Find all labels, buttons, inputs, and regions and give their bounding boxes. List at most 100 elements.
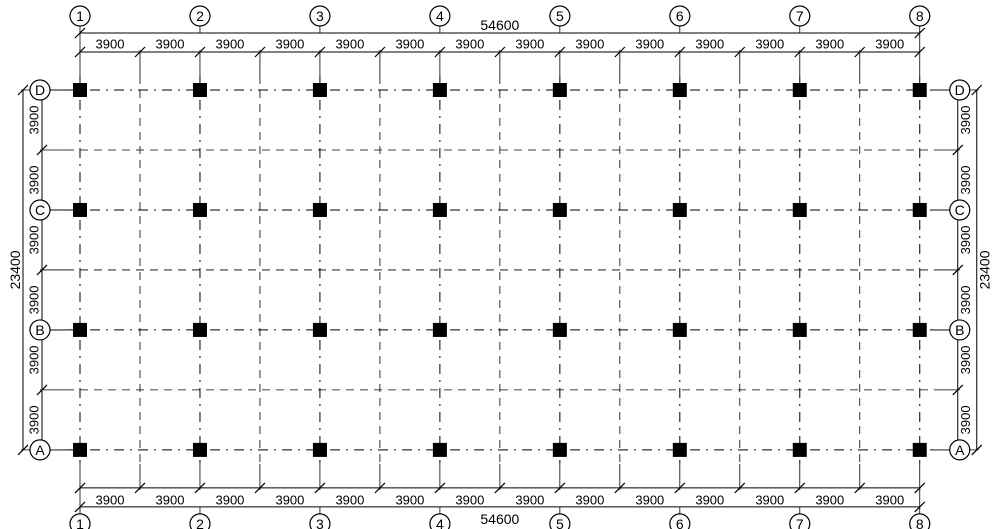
dim-value: 3900 (695, 37, 724, 52)
column (673, 323, 687, 337)
dim-value: 3900 (395, 37, 424, 52)
dim-value: 3900 (958, 285, 973, 314)
grid-label: C (955, 202, 965, 218)
dim-value: 3900 (755, 37, 784, 52)
dim-value: 3900 (395, 492, 424, 507)
column (433, 203, 447, 217)
grid-label: 7 (796, 516, 804, 529)
dim-value: 3900 (755, 492, 784, 507)
column (553, 83, 567, 97)
dim-value: 3900 (27, 106, 42, 135)
grid-label: B (955, 322, 964, 338)
dim-value: 3900 (335, 492, 364, 507)
column (73, 83, 87, 97)
dim-value: 3900 (156, 37, 185, 52)
column (73, 203, 87, 217)
column (193, 323, 207, 337)
grid-label: 7 (796, 8, 804, 24)
column (793, 83, 807, 97)
dim-value: 3900 (958, 225, 973, 254)
column (673, 203, 687, 217)
column (433, 323, 447, 337)
dim-value: 3900 (27, 405, 42, 434)
dim-total: 54600 (480, 511, 519, 527)
column (793, 443, 807, 457)
grid-label: 2 (196, 8, 204, 24)
grid-label: 8 (916, 8, 924, 24)
grid-label: 8 (916, 516, 924, 529)
dim-value: 3900 (275, 492, 304, 507)
dim-value: 3900 (815, 492, 844, 507)
column (193, 443, 207, 457)
dim-total: 54600 (480, 17, 519, 33)
dim-value: 3900 (958, 405, 973, 434)
column (193, 203, 207, 217)
grid-label: B (35, 322, 44, 338)
column (313, 83, 327, 97)
grid-label: 5 (556, 516, 564, 529)
grid-label: 6 (676, 8, 684, 24)
dim-value: 3900 (958, 106, 973, 135)
grid-label: A (35, 442, 45, 458)
dim-value: 3900 (635, 37, 664, 52)
dim-value: 3900 (455, 492, 484, 507)
grid-label: 5 (556, 8, 564, 24)
column (553, 443, 567, 457)
column (793, 203, 807, 217)
grid-label: 1 (76, 8, 84, 24)
dim-value: 3900 (958, 345, 973, 374)
column (553, 203, 567, 217)
grid-label: 2 (196, 516, 204, 529)
column (913, 323, 927, 337)
dim-value: 3900 (335, 37, 364, 52)
dim-value: 3900 (695, 492, 724, 507)
column (793, 323, 807, 337)
dim-value: 3900 (875, 492, 904, 507)
dim-value: 3900 (635, 492, 664, 507)
dim-value: 3900 (27, 225, 42, 254)
dim-total: 23400 (7, 250, 23, 289)
dim-value: 3900 (96, 492, 125, 507)
column (913, 443, 927, 457)
dim-value: 3900 (515, 492, 544, 507)
dim-value: 3900 (515, 37, 544, 52)
dim-value: 3900 (575, 37, 604, 52)
grid-label: 4 (436, 8, 444, 24)
dim-value: 3900 (96, 37, 125, 52)
grid-label: 3 (316, 8, 324, 24)
dim-value: 3900 (958, 166, 973, 195)
dim-value: 3900 (215, 37, 244, 52)
dim-total: 23400 (977, 250, 993, 289)
column (673, 83, 687, 97)
grid-label: C (35, 202, 45, 218)
column (73, 323, 87, 337)
column (313, 203, 327, 217)
grid-label: 6 (676, 516, 684, 529)
dim-value: 3900 (455, 37, 484, 52)
structural-grid-plan: 3900 3900 3900 3900 3900 3900 3900 3900 3900 3900… (0, 0, 1000, 529)
column (313, 443, 327, 457)
column (673, 443, 687, 457)
column (313, 323, 327, 337)
grid-label: 4 (436, 516, 444, 529)
grid-label: D (35, 82, 45, 98)
column (193, 83, 207, 97)
dim-value: 3900 (27, 345, 42, 374)
dim-value: 3900 (575, 492, 604, 507)
column (913, 83, 927, 97)
column (553, 323, 567, 337)
column (433, 443, 447, 457)
dim-value: 3900 (275, 37, 304, 52)
grid-label: 1 (76, 516, 84, 529)
dim-value: 3900 (875, 37, 904, 52)
dim-value: 3900 (215, 492, 244, 507)
dim-value: 3900 (27, 285, 42, 314)
dim-value: 3900 (815, 37, 844, 52)
grid-label: A (955, 442, 965, 458)
column (73, 443, 87, 457)
grid-label: 3 (316, 516, 324, 529)
dim-value: 3900 (27, 166, 42, 195)
dim-value: 3900 (156, 492, 185, 507)
column (433, 83, 447, 97)
grid-label: D (955, 82, 965, 98)
